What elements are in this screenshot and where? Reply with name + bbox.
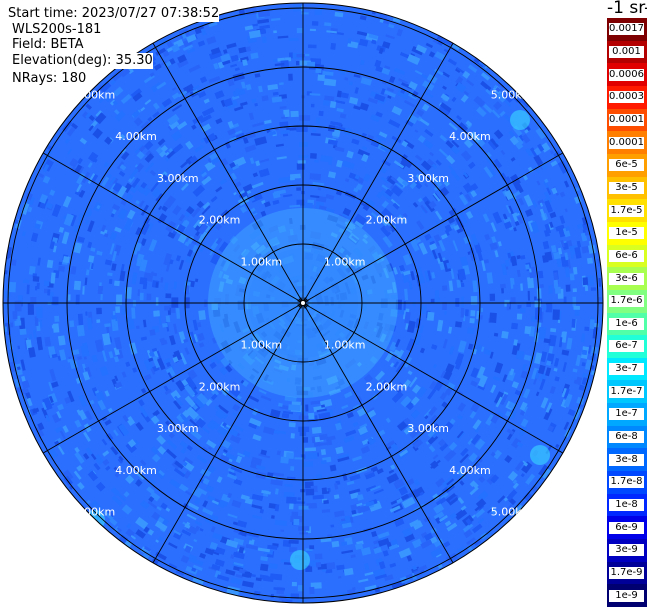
range-ring-label: 5.00km	[491, 506, 533, 519]
range-ring-label: 1.00km	[241, 339, 283, 352]
azimuth-spoke	[152, 302, 304, 564]
colorbar-label: 6e-7	[609, 340, 644, 353]
range-ring-label: 5.00km	[491, 88, 533, 101]
colorbar-label: 1e-8	[609, 499, 644, 512]
range-ring-label: 1.00km	[324, 255, 366, 268]
colorbar-label: 3e-7	[609, 363, 644, 376]
colorbar-label: 6e-6	[609, 249, 644, 262]
range-ring-label: 5.00km	[74, 506, 116, 519]
colorbar-label: 1.7e-9	[609, 567, 644, 580]
range-ring-label: 2.00km	[366, 380, 408, 393]
azimuth-spoke	[302, 152, 564, 304]
azimuth-spokes	[3, 3, 603, 603]
range-ring-label: 1.00km	[241, 255, 283, 268]
colorbar-label: 1.7e-6	[609, 295, 644, 308]
colorbar-label: 1e-7	[609, 408, 644, 421]
range-ring-label: 4.00km	[115, 130, 157, 143]
range-ring-label: 2.00km	[199, 214, 241, 227]
range-ring-label: 3.00km	[407, 422, 449, 435]
colorbar: 0.0017 0.001 0.0006 0.0003 0.00017 0.0001 6e-5…	[607, 18, 647, 607]
colorbar-title: -1 sr-1	[607, 0, 647, 18]
range-ring-label: 3.00km	[157, 422, 199, 435]
range-ring-label: 2.00km	[366, 214, 408, 227]
instrument-label: WLS200s-181	[12, 22, 102, 38]
range-ring-label: 3.00km	[157, 172, 199, 185]
azimuth-spoke	[302, 302, 564, 454]
field-label: Field: BETA	[12, 37, 84, 53]
colorbar-label: 3e-5	[609, 181, 644, 194]
colorbar-label: 0.0003	[609, 91, 644, 104]
range-ring-label: 4.00km	[115, 464, 157, 477]
nrays-label: NRays: 180	[12, 71, 87, 87]
colorbar-label: 1e-5	[609, 227, 644, 240]
colorbar-label: 1.7e-8	[609, 476, 644, 489]
azimuth-spoke	[42, 302, 304, 454]
azimuth-spoke	[302, 302, 454, 564]
range-ring-labels: 1.00km 1.00km 1.00km 1.00km 2.00km 2.00km 2.00…	[74, 88, 533, 518]
colorbar-label: 3e-9	[609, 544, 644, 557]
range-ring-label: 2.00km	[199, 380, 241, 393]
range-ring-label: 4.00km	[449, 464, 491, 477]
range-ring-label: 4.00km	[449, 130, 491, 143]
colorbar-label: 1.7e-7	[609, 385, 644, 398]
elevation-label: Elevation(deg): 35.30	[12, 53, 153, 69]
range-ring-label: 5.00km	[74, 88, 116, 101]
colorbar-label: 3e-8	[609, 453, 644, 466]
colorbar-label: 1.7e-5	[609, 204, 644, 217]
colorbar-label: 0.001	[609, 45, 644, 58]
colorbar-label: 0.0017	[609, 23, 644, 36]
colorbar-label: 6e-5	[609, 159, 644, 172]
colorbar-label: 6e-9	[609, 521, 644, 534]
colorbar-label: 0.0006	[609, 68, 644, 81]
colorbar-label: 0.0001	[609, 136, 644, 149]
colorbar-label: 1e-6	[609, 317, 644, 330]
azimuth-spoke	[42, 152, 304, 304]
azimuth-spoke	[152, 42, 304, 304]
colorbar-label: 0.00017	[609, 113, 644, 126]
radar-center-marker	[297, 297, 309, 309]
colorbar-label: 6e-8	[609, 431, 644, 444]
ppi-scan-plot: 1.00km 1.00km 1.00km 1.00km 2.00km 2.00km 2.00…	[2, 2, 604, 604]
range-ring-label: 3.00km	[407, 172, 449, 185]
colorbar-label: 1e-9	[609, 589, 644, 602]
start-time-label: Start time: 2023/07/27 07:38:52	[8, 6, 220, 22]
range-ring-label: 1.00km	[324, 339, 366, 352]
azimuth-spoke	[302, 42, 454, 304]
colorbar-label: 3e-6	[609, 272, 644, 285]
